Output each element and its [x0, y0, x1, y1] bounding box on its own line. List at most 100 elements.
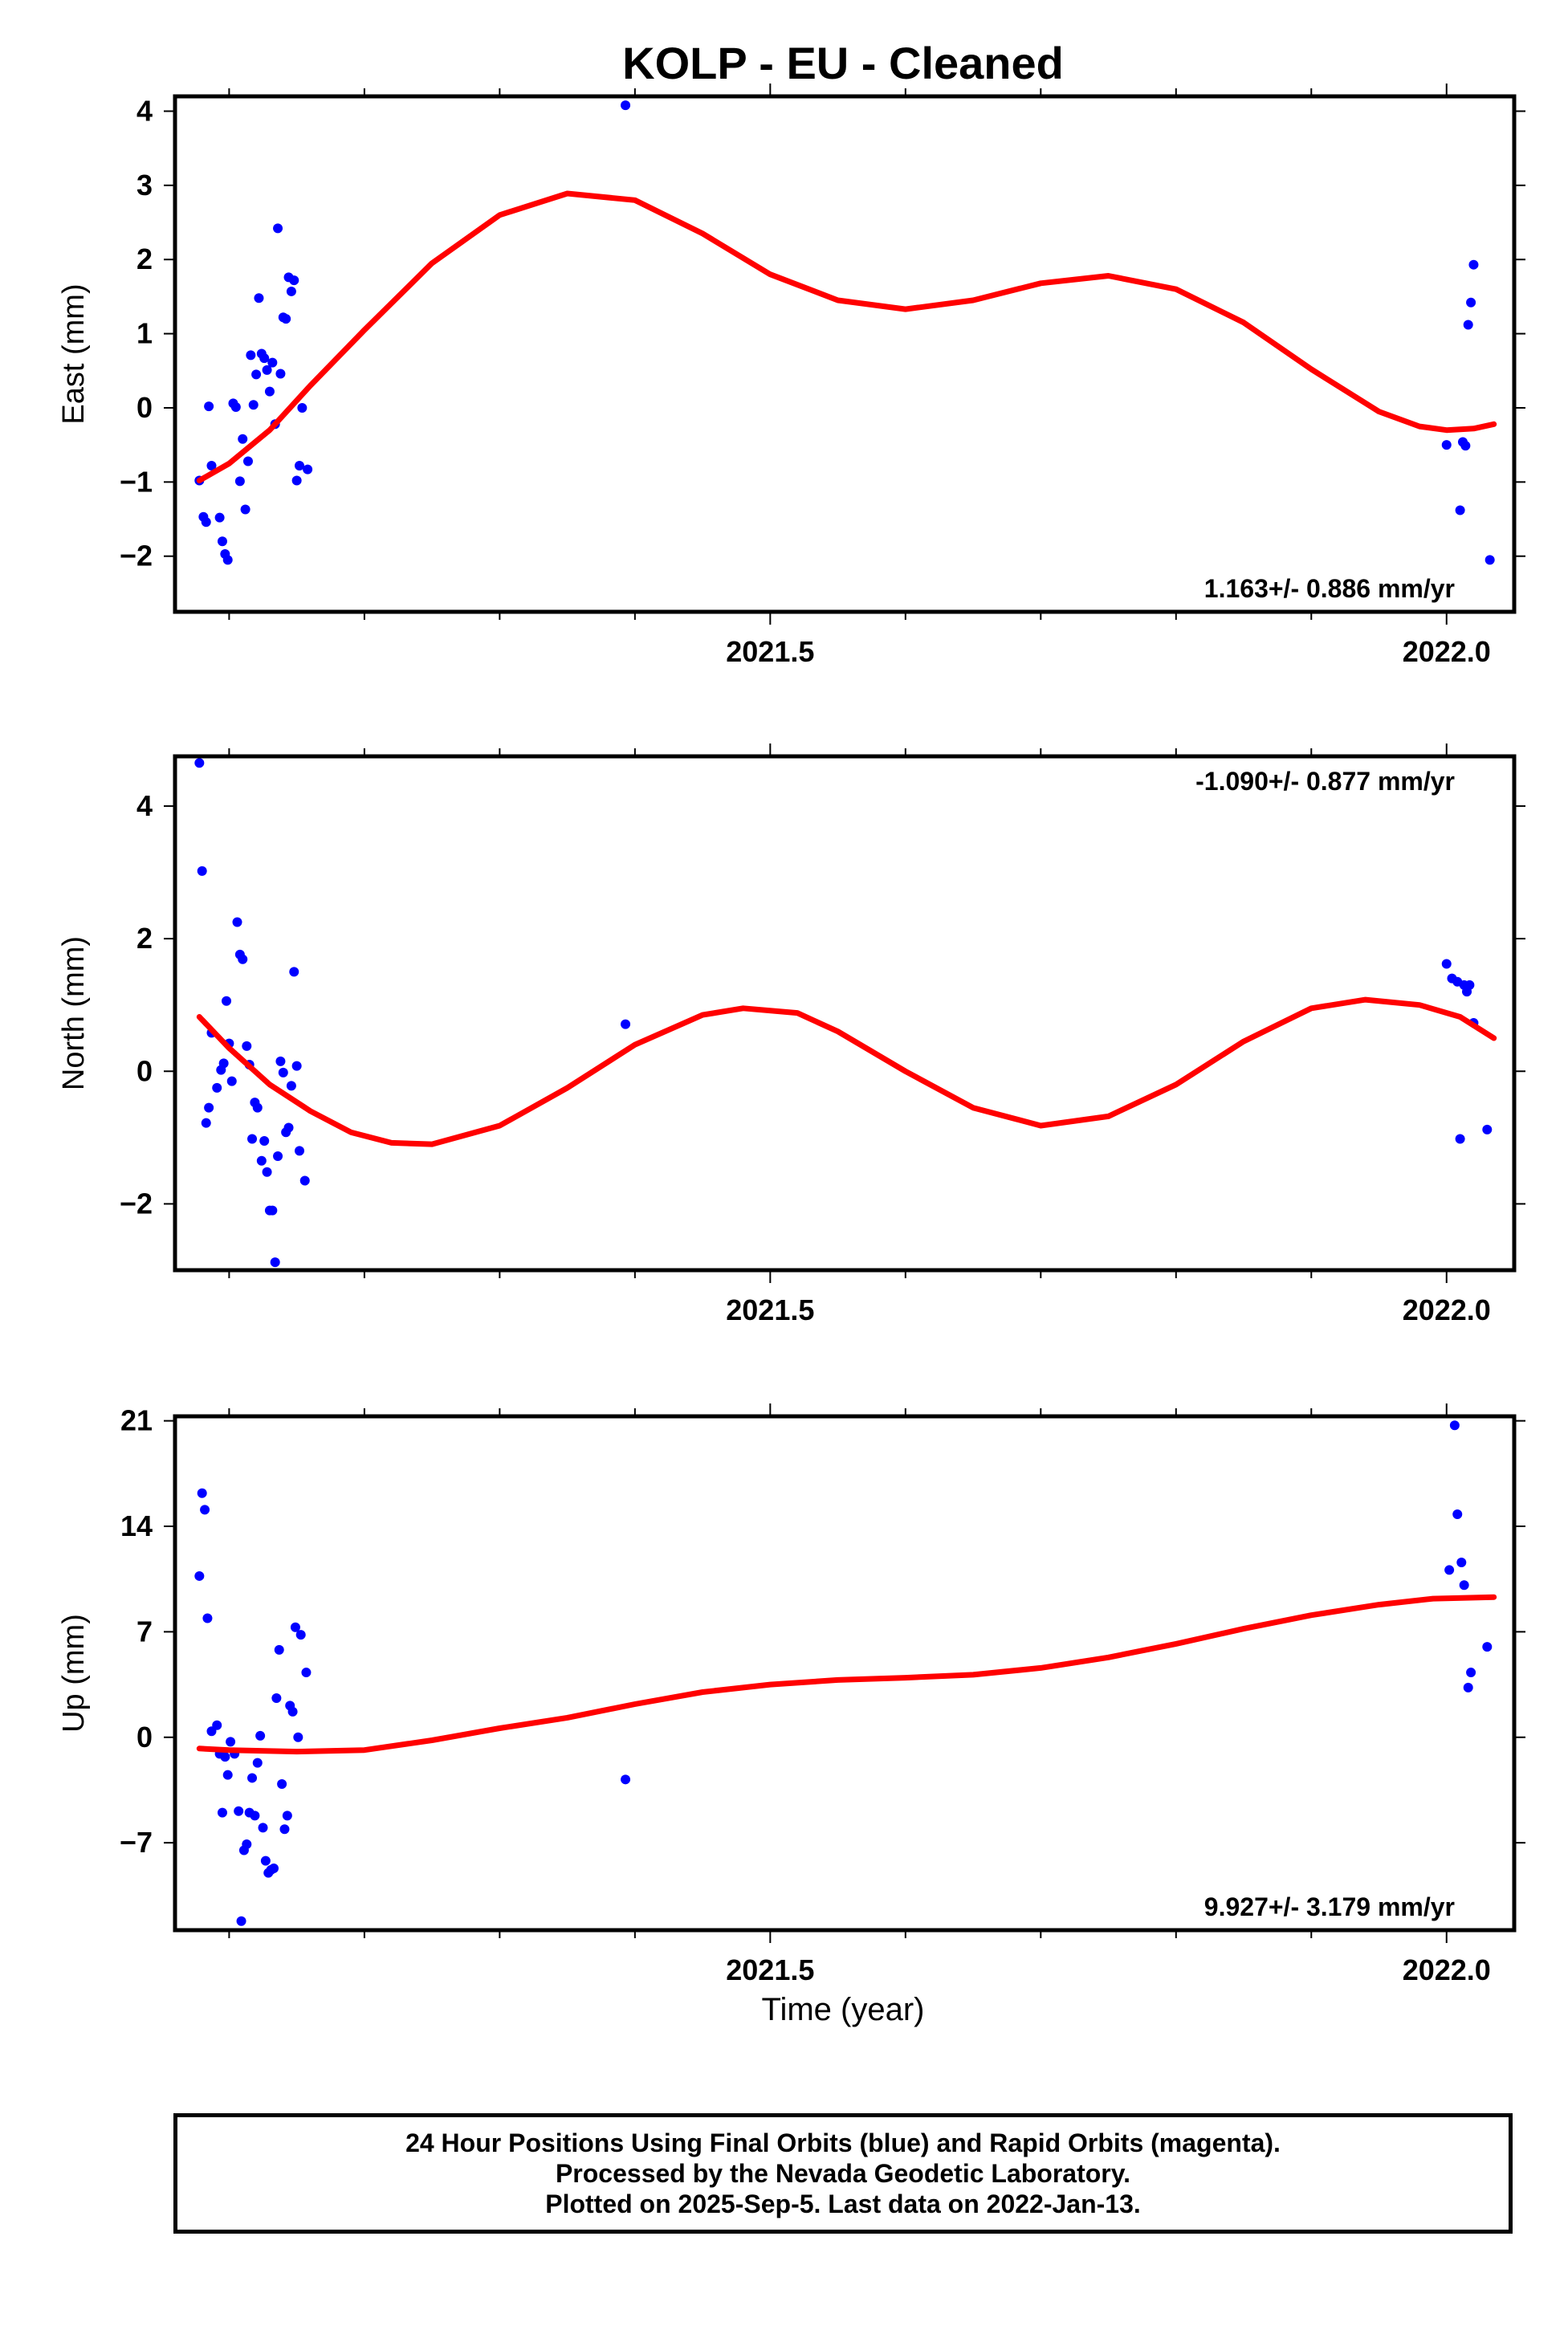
east-data-point	[289, 275, 299, 286]
east-data-point	[204, 401, 214, 412]
east-x-tick-label: 2021.5	[726, 635, 814, 668]
north-data-point	[1482, 1124, 1493, 1134]
east-data-point	[297, 402, 307, 413]
north-data-point	[1441, 959, 1452, 969]
north-data-point	[218, 1058, 229, 1069]
up-plot-frame	[173, 1414, 1517, 1933]
north-data-point	[273, 1151, 283, 1161]
up-data-point	[217, 1807, 227, 1818]
up-data-point	[1466, 1668, 1476, 1678]
up-data-point	[277, 1778, 287, 1789]
east-data-point	[275, 369, 286, 379]
up-data-point	[1449, 1420, 1460, 1431]
north-data-point	[222, 996, 232, 1006]
east-data-point	[217, 536, 227, 547]
up-y-tick-label: −7	[120, 1826, 153, 1859]
north-x-tick-label: 2022.0	[1403, 1293, 1491, 1326]
east-data-point	[621, 100, 631, 111]
east-data-point	[238, 434, 248, 444]
up-data-point	[242, 1839, 252, 1850]
north-y-tick-label: 4	[136, 789, 153, 822]
east-data-point	[234, 476, 245, 487]
north-data-point	[283, 1122, 294, 1133]
north-data-point	[256, 1155, 267, 1166]
north-data-point	[194, 758, 205, 768]
east-data-point	[240, 504, 250, 515]
north-data-point	[291, 1061, 302, 1071]
east-fit-line	[196, 190, 1497, 483]
north-data-point	[197, 866, 207, 876]
up-data-point	[1459, 1580, 1469, 1591]
footer-line-2: Processed by the Nevada Geodetic Laborat…	[555, 2159, 1131, 2188]
up-data-point	[1452, 1509, 1463, 1519]
east-y-tick-label: 0	[136, 391, 153, 424]
east-data-point	[273, 223, 283, 234]
east-data-point	[1466, 297, 1476, 308]
north-x-tick-label: 2021.5	[726, 1293, 814, 1326]
chart-title: KOLP - EU - Cleaned	[622, 38, 1064, 88]
north-data-point	[242, 1041, 252, 1051]
up-data-point	[1444, 1565, 1455, 1575]
up-data-point	[255, 1730, 266, 1741]
north-data-point	[286, 1081, 296, 1091]
up-data-point	[287, 1706, 298, 1717]
north-data-point	[232, 917, 242, 927]
east-panel: 2021.5 2022.0 −2 −1 0 1 2 3 4 East (mm) 1.163+/- 0…	[57, 84, 1525, 668]
east-data-point	[230, 402, 241, 413]
north-data-point	[299, 1175, 310, 1186]
east-data-point	[251, 369, 262, 380]
east-data-point	[1441, 440, 1452, 450]
east-rate-label: 1.163+/- 0.886 mm/yr	[1204, 574, 1455, 603]
north-y-tick-label: 0	[136, 1054, 153, 1087]
north-y-tick-label: 2	[136, 922, 153, 955]
up-data-point	[282, 1811, 292, 1821]
east-data-point	[259, 353, 270, 364]
north-data-point	[275, 1056, 286, 1066]
up-rate-label: 9.927+/- 3.179 mm/yr	[1204, 1892, 1455, 1921]
north-data-point	[262, 1167, 272, 1177]
up-data-point	[290, 1622, 300, 1632]
north-data-point	[247, 1134, 258, 1144]
up-data-point	[279, 1824, 290, 1835]
north-data-point	[238, 954, 248, 964]
east-data-point	[267, 357, 278, 368]
up-y-tick-label: 14	[120, 1509, 153, 1542]
up-data-point	[220, 1752, 230, 1762]
north-data-point	[1455, 1134, 1465, 1144]
east-y-tick-label: 2	[136, 242, 153, 275]
east-data-point	[242, 456, 253, 466]
up-data-point	[197, 1488, 207, 1498]
up-data-point	[222, 1770, 233, 1780]
north-panel: 2021.5 2022.0 −2 0 2 4 North (mm) -1.090+/- 0.8…	[57, 743, 1525, 1326]
north-fit-line	[196, 996, 1497, 1147]
east-data-point	[303, 464, 313, 475]
east-data-point	[286, 286, 296, 296]
up-data-point	[274, 1644, 284, 1655]
footer-note: 24 Hour Positions Using Final Orbits (bl…	[173, 2113, 1513, 2234]
north-data-point	[289, 967, 299, 977]
north-data-point	[270, 1257, 280, 1268]
up-data-point	[200, 1505, 210, 1515]
east-data-point	[248, 400, 259, 410]
up-data-point	[212, 1720, 222, 1730]
east-data-point	[206, 461, 217, 471]
north-plot-frame	[173, 754, 1517, 1273]
east-y-tick-label: 3	[136, 169, 153, 202]
east-data-point	[262, 365, 272, 375]
north-data-point	[201, 1118, 211, 1128]
north-data-point	[295, 1146, 305, 1156]
east-data-point	[214, 512, 225, 523]
up-data-point	[236, 1916, 246, 1926]
north-data-point	[226, 1076, 237, 1086]
up-data-point	[252, 1758, 263, 1768]
east-data-point	[281, 314, 291, 324]
east-y-axis-label: East (mm)	[57, 283, 91, 424]
up-data-point	[295, 1630, 306, 1640]
east-data-point	[201, 517, 211, 528]
up-data-point	[247, 1773, 258, 1783]
up-x-tick-label: 2022.0	[1403, 1953, 1491, 1986]
up-data-point	[271, 1693, 282, 1703]
up-data-point	[1463, 1682, 1473, 1693]
north-data-point	[204, 1102, 214, 1113]
north-rate-label: -1.090+/- 0.877 mm/yr	[1195, 767, 1455, 796]
